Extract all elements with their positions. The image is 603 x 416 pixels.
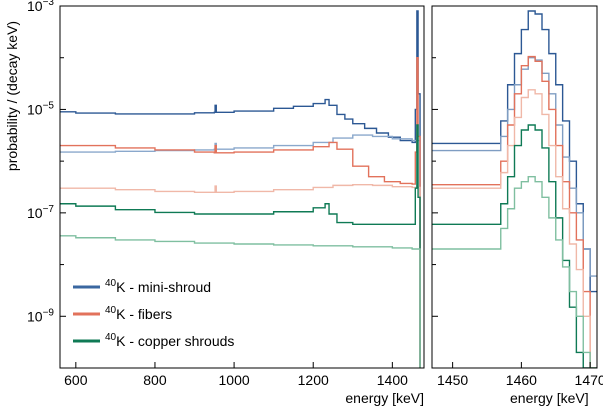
main-x-tick-label: 800 <box>143 372 167 388</box>
zoom-x-tick-label: 1450 <box>437 372 468 388</box>
main-y-ticks: 10−3 10−5 10−7 10−9 <box>27 0 438 369</box>
legend: 40K - mini-shroud 40K - fibers 40K - coppe… <box>73 278 234 349</box>
main-x-ticks: 600 800 1000 1200 1400 <box>64 362 408 388</box>
main-spectrum-series <box>60 10 421 368</box>
y-tick-label: 10−7 <box>27 204 54 221</box>
y-tick-label: 10−9 <box>27 307 54 324</box>
main-x-tick-label: 1200 <box>298 372 329 388</box>
zoom-x-tick-label: 1470 <box>575 372 603 388</box>
main-series-line-2 <box>60 57 421 368</box>
main-series-line-5 <box>60 235 421 368</box>
legend-label-2: 40K - copper shrouds <box>105 332 234 349</box>
main-x-axis-label: energy [keV] <box>345 390 424 406</box>
zoom-plot-frame <box>431 5 598 369</box>
zoom-x-ticks: 1450 1460 1470 <box>437 362 603 388</box>
main-spectrum-panel: 600 800 1000 1200 1400 10−3 10−5 10−7 10−9 ener… <box>4 0 438 406</box>
main-series-line-4 <box>60 124 421 368</box>
main-x-tick-label: 1000 <box>219 372 250 388</box>
main-series-line-3 <box>60 184 421 368</box>
zoom-peak-panel: 1450 1460 1470 energy [keV] <box>431 5 603 406</box>
zoom-x-tick-label: 1460 <box>506 372 537 388</box>
zoom-series-line-2 <box>432 55 597 368</box>
zoom-spectrum-series <box>432 10 597 368</box>
main-x-tick-label: 1400 <box>377 372 408 388</box>
main-series-line-0 <box>60 10 421 368</box>
y-axis-label: probability / (decay keV) <box>4 21 20 171</box>
zoom-series-line-5 <box>432 176 597 368</box>
main-plot-frame <box>59 5 425 369</box>
y-tick-label: 10−3 <box>27 0 54 14</box>
legend-label-0: 40K - mini-shroud <box>105 278 211 295</box>
zoom-series-line-3 <box>432 89 597 368</box>
main-x-tick-label: 600 <box>64 372 88 388</box>
legend-label-1: 40K - fibers <box>105 305 172 322</box>
zoom-x-axis-label: energy [keV] <box>510 390 589 406</box>
y-tick-label: 10−5 <box>27 100 54 117</box>
